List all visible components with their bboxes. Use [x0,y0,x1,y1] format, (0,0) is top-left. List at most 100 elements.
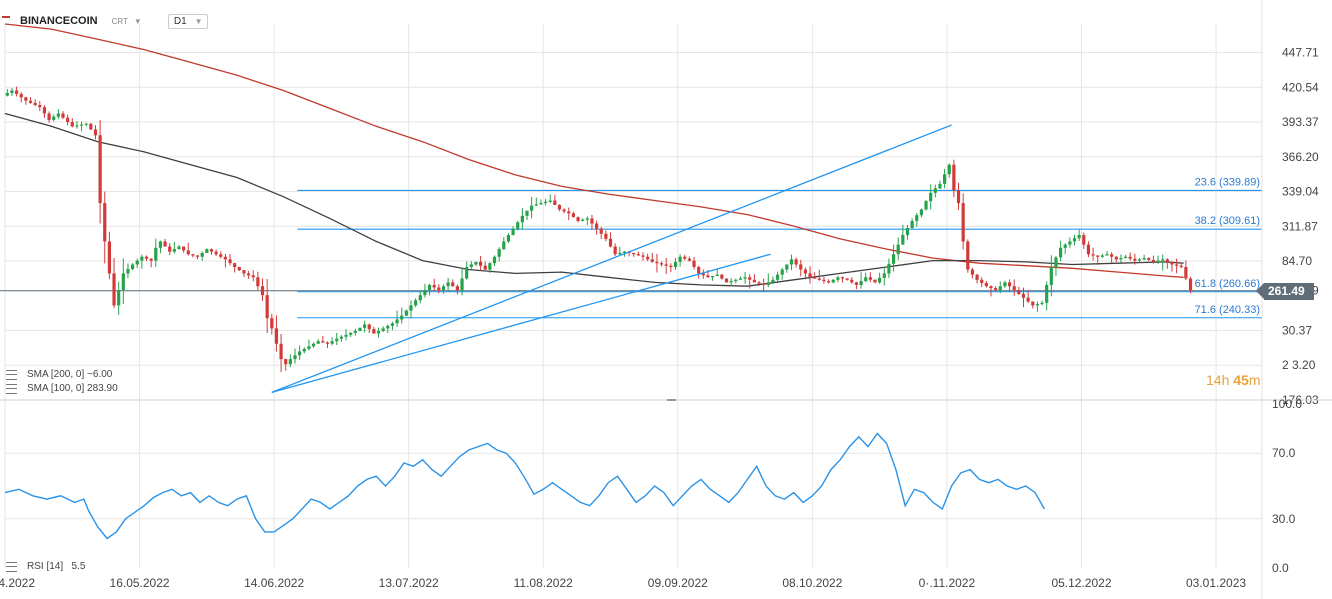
time-tick-label: 14.06.2022 [244,576,304,590]
symbol-label[interactable]: BINANCECOIN [20,15,98,27]
candle-body [1026,297,1030,302]
price-tick-label: 366.20 [1282,150,1319,164]
candle [140,254,144,269]
trendlines[interactable] [271,124,952,393]
candle-body [1119,258,1123,260]
candle [683,254,687,261]
sma100-legend[interactable]: SMA [100, 0] 283.90 [6,383,118,394]
candle-body [576,217,580,221]
candle-body [1142,258,1146,260]
candle [89,123,93,130]
candle [1007,279,1012,292]
candle [785,264,789,273]
indicator-menu-icon[interactable] [6,561,17,572]
candle [813,272,817,279]
timeframe-select[interactable]: D1 ▼ [167,13,208,29]
candle-body [1082,235,1086,245]
candle-body [543,201,548,204]
candle-body [1021,293,1026,298]
candle [386,324,390,333]
candle [1049,255,1053,297]
candle [938,180,942,190]
candle-body [376,330,381,334]
candle-body [140,256,144,261]
candle-body [260,286,265,296]
candle [873,279,877,284]
candle [543,198,548,206]
candle-body [557,204,562,210]
fib-level-label: 38.2 (309.61) [1195,215,1260,227]
rsi-legend[interactable]: RSI [14] 5.5 [6,561,85,572]
candle [1161,254,1165,271]
candle [432,278,436,291]
candle-body [943,174,947,184]
candle-body [1072,238,1077,242]
candle-body [1086,244,1091,255]
candle-body [961,203,965,242]
candle [1123,254,1128,259]
candle-body [191,254,195,256]
candle [427,283,432,296]
candle-body [771,279,775,283]
candle-body [910,220,914,229]
candle [274,315,279,352]
candle-body [766,282,770,285]
candle-body [998,286,1002,291]
candle [321,336,325,343]
candle [1175,258,1179,274]
candle-body [966,241,970,270]
candle [525,210,529,220]
candle-body [293,355,297,360]
candle-body [497,249,501,257]
candle [1179,262,1183,269]
indicator-menu-icon[interactable] [6,369,17,380]
candle-body [687,258,691,261]
candle [571,211,575,218]
candle [775,271,780,284]
candle-body [534,204,538,206]
chevron-down-icon: ▼ [194,16,203,26]
candle-body [980,279,984,284]
candle-body [506,235,511,242]
candle-body [1007,282,1012,287]
chevron-down-icon[interactable]: ▼ [133,16,142,26]
candle [1170,261,1174,272]
candle [451,279,455,287]
candle [349,332,353,337]
candle-body [581,219,585,221]
time-tick-label: 03.01.2023 [1186,576,1246,590]
candle-body [720,274,724,279]
candle [919,208,923,218]
sma200-legend[interactable]: SMA [200, 0] ~6.00 [6,369,112,380]
candle [734,278,738,284]
candle [247,270,251,279]
candle [1147,257,1151,262]
trendline [271,253,771,393]
candle-body [1184,267,1188,279]
fibonacci-retracement[interactable]: 23.6 (339.89) 38.2 (309.61) 61.8 (260.66) 7… [297,176,1262,319]
candle [163,238,167,247]
candle [576,216,580,223]
candle-body [891,254,896,264]
candle-body [520,215,524,223]
candle-body [367,324,371,330]
candle [418,290,422,304]
price-tick-label: 339.04 [1282,185,1319,199]
candle [1082,232,1086,249]
candle [437,284,441,294]
candle [409,300,413,319]
candle [766,273,770,288]
sma100-line [4,112,1184,287]
candle-body [539,203,543,205]
candle [970,267,975,279]
candle-body [590,218,594,224]
candle-body [298,351,302,356]
candle-body [154,247,158,261]
candle [687,256,691,262]
candle [557,204,562,212]
indicator-menu-icon[interactable] [6,383,17,394]
candle-body [1096,255,1100,257]
candle [789,254,794,271]
